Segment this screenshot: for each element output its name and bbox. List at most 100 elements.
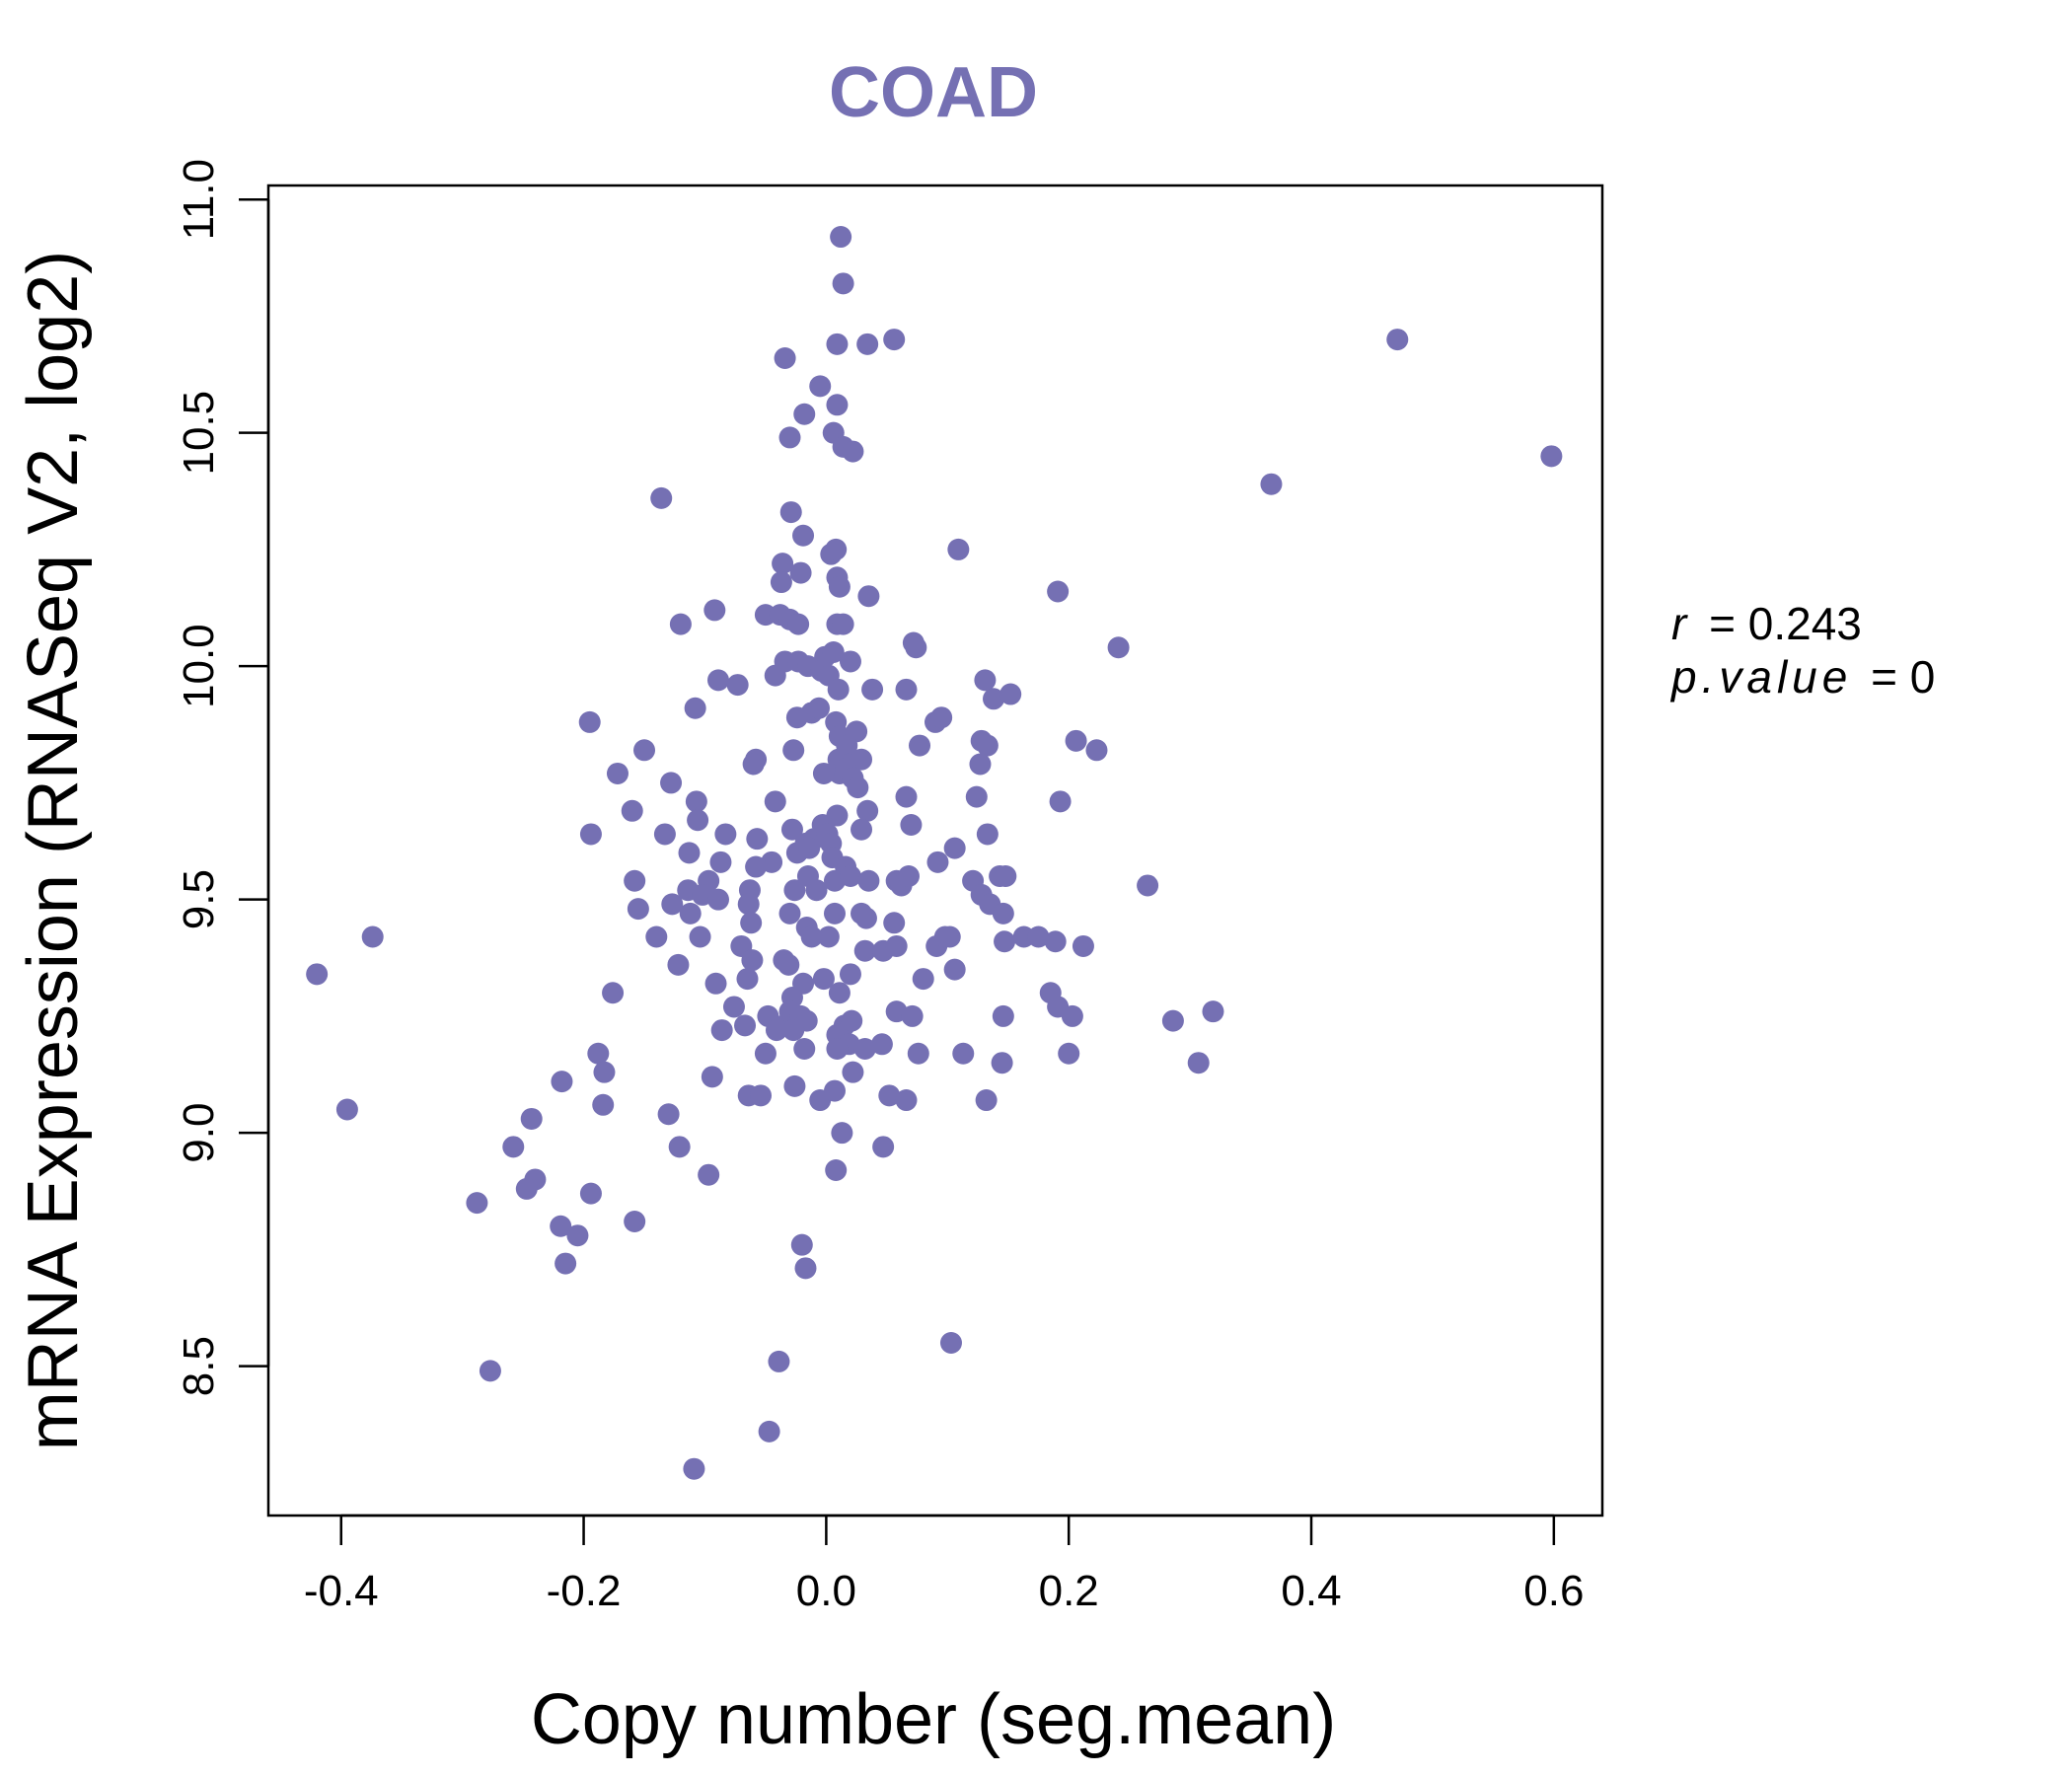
chart-title: COAD [829,53,1038,132]
data-point [710,1019,733,1042]
x-axis: -0.4 -0.2 0.0 0.2 0.4 0.6 [304,1514,1584,1615]
data-point [828,575,851,598]
data-point [839,865,861,888]
data-point [839,963,861,986]
data-point [742,753,765,776]
data-point [778,426,801,449]
data-point [897,865,920,888]
data-point [684,697,706,719]
data-point [704,972,727,995]
data-point [685,790,707,813]
data-point [878,1084,901,1107]
data-point [737,893,760,916]
data-point [895,1089,918,1112]
data-point [1065,729,1087,752]
data-point [994,930,1016,953]
data-point [746,828,769,851]
data-point [783,879,806,902]
data-point [823,1079,846,1102]
data-point [827,678,850,701]
data-point [992,902,1014,925]
data-point [740,912,763,934]
data-point [856,799,879,822]
data-point [772,553,794,575]
data-point [1049,790,1072,813]
data-point [782,739,805,762]
data-point [678,842,701,864]
data-point [800,925,823,948]
plot-frame [266,184,1604,1517]
data-point [566,1224,589,1247]
y-axis: 8.5 9.0 9.5 10.0 10.5 11.0 [175,159,270,1396]
data-point [809,375,832,398]
data-point [839,650,861,673]
r-label: r [1671,598,1688,649]
data-point [909,734,931,757]
data-point [856,333,879,355]
data-point [774,347,796,370]
data-point [901,1004,924,1027]
data-point [991,1052,1013,1074]
data-point [826,333,849,355]
data-point [689,925,711,948]
data-point [592,1093,615,1116]
data-point [579,823,602,846]
data-point [1540,445,1563,468]
data-point [754,1042,777,1065]
data-point [812,762,835,784]
data-point [764,664,786,687]
x-tick-label: 0.2 [1039,1567,1099,1615]
data-point [907,1042,929,1065]
data-point [823,902,846,925]
data-point [851,748,873,771]
data-point [657,1103,680,1126]
data-point [578,710,601,733]
data-point [650,486,673,509]
data-point [768,1350,790,1372]
data-point [783,1074,806,1097]
data-point [872,1136,895,1158]
data-point [895,785,918,808]
data-point [792,524,815,547]
data-point [661,893,684,916]
data-point [1058,1042,1080,1065]
data-point [939,1331,962,1354]
data-point [1202,1000,1224,1023]
data-point [793,403,816,425]
data-point [976,734,999,757]
p-label: p.value [1669,651,1852,703]
data-point [826,394,849,416]
data-point [722,996,745,1018]
data-point [645,925,668,948]
data-point [794,1257,817,1280]
data-point [905,636,927,659]
data-point [1137,874,1159,897]
data-point [734,1014,757,1037]
data-points [306,226,1563,1480]
data-point [965,785,988,808]
data-point [808,697,831,719]
data-point [1386,329,1409,351]
data-point [782,1019,805,1042]
correlation-stat: r = 0.243 [1671,598,1862,649]
data-point [466,1192,488,1215]
data-point [758,1420,780,1443]
x-tick-label: 0.6 [1523,1567,1584,1615]
data-point [982,688,1004,710]
data-point [900,813,923,836]
data-point [736,968,759,991]
data-point [854,907,877,929]
data-point [995,865,1017,888]
data-point [999,683,1022,705]
data-point [805,879,828,902]
x-tick-label: 0.0 [796,1567,856,1615]
data-point [883,912,906,934]
p-value: 0 [1910,651,1936,703]
data-point [825,538,848,560]
data-point [714,823,737,846]
data-point [857,585,880,608]
data-point [668,1136,691,1158]
y-tick-label: 10.0 [175,624,223,708]
data-point [361,925,384,948]
